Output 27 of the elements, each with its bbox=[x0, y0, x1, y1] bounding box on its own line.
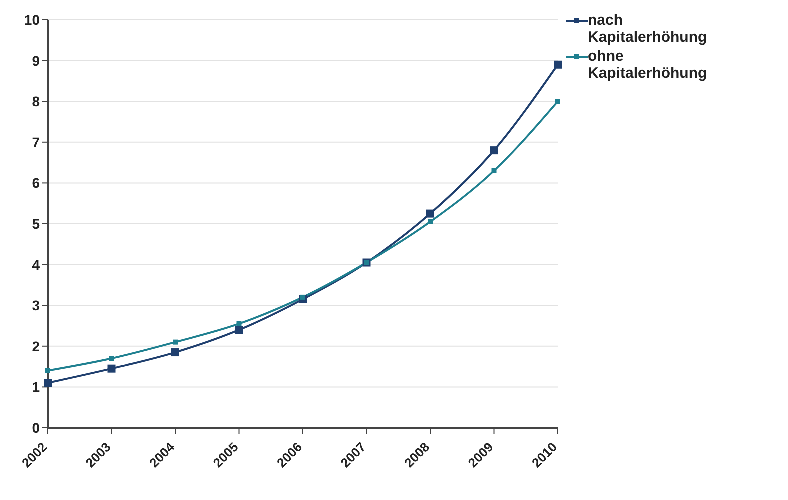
point bbox=[426, 210, 434, 218]
y-tick-label: 2 bbox=[32, 338, 40, 354]
legend-label: ohne Kapitalerhöhung bbox=[588, 48, 708, 82]
y-tick-label: 6 bbox=[32, 175, 40, 192]
point bbox=[490, 146, 498, 155]
point bbox=[300, 294, 306, 300]
point bbox=[173, 340, 178, 345]
point bbox=[236, 321, 242, 326]
y-tick-label: 9 bbox=[32, 52, 40, 69]
y-tick-label: 1 bbox=[32, 379, 40, 396]
point bbox=[556, 99, 560, 104]
point bbox=[235, 326, 244, 334]
point bbox=[492, 168, 497, 174]
y-tick-label: 7 bbox=[32, 134, 40, 150]
y-tick-label: 5 bbox=[32, 216, 40, 232]
point bbox=[44, 379, 52, 388]
point bbox=[109, 356, 114, 362]
y-tick-label: 10 bbox=[24, 12, 40, 28]
y-tick-label: 4 bbox=[32, 256, 40, 273]
point bbox=[108, 364, 116, 373]
point bbox=[554, 60, 562, 69]
y-tick-label: 0 bbox=[32, 420, 40, 436]
y-tick-label: 8 bbox=[32, 94, 40, 110]
y-tick-label: 3 bbox=[32, 298, 40, 314]
point bbox=[46, 368, 50, 374]
point bbox=[172, 348, 180, 357]
point bbox=[428, 219, 433, 224]
